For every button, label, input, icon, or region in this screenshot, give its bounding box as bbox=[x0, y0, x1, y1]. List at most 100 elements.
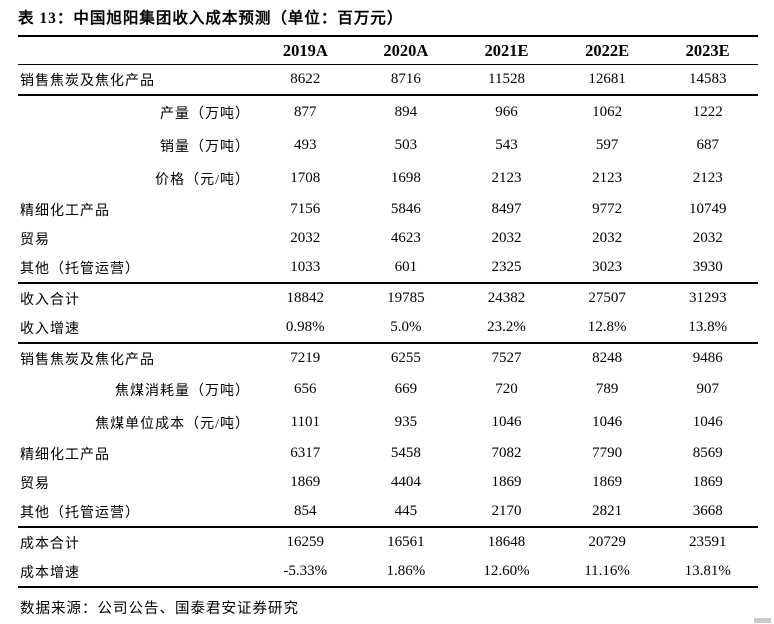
cell-value: 12.8% bbox=[587, 319, 627, 335]
cell-value: 935 bbox=[394, 414, 418, 430]
cell-value: 0.98% bbox=[285, 319, 325, 335]
cell-value: 31293 bbox=[657, 282, 758, 313]
table-row: 焦煤消耗量（万吨） 656 669 720 789 907 bbox=[18, 373, 758, 406]
cell-value: 543 bbox=[495, 137, 518, 153]
cell-value: 2032 bbox=[692, 230, 723, 246]
row-label: 精细化工产品 bbox=[20, 203, 110, 219]
cell-value: 503 bbox=[394, 137, 418, 153]
cell-value: 720 bbox=[495, 381, 518, 397]
row-label: 其他（托管运营） bbox=[20, 505, 140, 521]
row-label: 销售焦炭及焦化产品 bbox=[18, 64, 255, 96]
cell-value: 23591 bbox=[657, 526, 758, 557]
cell-value: 2325 bbox=[491, 259, 522, 275]
corner-artifact bbox=[754, 618, 771, 623]
cell-value: 2123 bbox=[592, 170, 623, 186]
cell-value: 18648 bbox=[456, 526, 557, 557]
table-row: 收入合计 18842 19785 24382 27507 31293 bbox=[18, 282, 758, 313]
cell-value: 14583 bbox=[657, 64, 758, 96]
cell-value: 1708 bbox=[290, 170, 321, 186]
cell-value: 6317 bbox=[290, 445, 321, 461]
cell-value: 7156 bbox=[290, 201, 321, 217]
cell-value: 11528 bbox=[456, 64, 557, 96]
table-row: 收入增速 0.98% 5.0% 23.2% 12.8% 13.8% bbox=[18, 313, 758, 343]
cell-value: 3930 bbox=[692, 259, 723, 275]
cell-value: 1046 bbox=[692, 414, 723, 430]
cell-value: 2032 bbox=[592, 230, 623, 246]
table-row: 贸易 2032 4623 2032 2032 2032 bbox=[18, 224, 758, 253]
row-label: 销量（万吨） bbox=[160, 139, 250, 155]
cell-value: 1033 bbox=[290, 259, 321, 275]
cell-value: 7082 bbox=[491, 445, 522, 461]
cell-value: 966 bbox=[495, 104, 518, 120]
cell-value: 24382 bbox=[456, 282, 557, 313]
cell-value: 2123 bbox=[692, 170, 723, 186]
cell-value: 7219 bbox=[255, 342, 356, 373]
table-row: 产量（万吨） 877 894 966 1062 1222 bbox=[18, 95, 758, 129]
row-label: 成本合计 bbox=[18, 526, 255, 557]
cell-value: 5.0% bbox=[390, 319, 422, 335]
cell-value: 1869 bbox=[290, 474, 321, 490]
cell-value: 669 bbox=[394, 381, 418, 397]
row-label: 贸易 bbox=[20, 476, 50, 492]
cell-value: 907 bbox=[696, 381, 719, 397]
column-header-2023e: 2023E bbox=[657, 36, 758, 65]
cell-value: 687 bbox=[696, 137, 719, 153]
cell-value: 445 bbox=[394, 503, 418, 519]
table-row: 销量（万吨） 493 503 543 597 687 bbox=[18, 129, 758, 162]
data-source-note: 数据来源：公司公告、国泰君安证券研究 bbox=[20, 601, 299, 617]
cell-value: 4404 bbox=[390, 474, 421, 490]
column-header-2021e: 2021E bbox=[456, 36, 557, 65]
column-header-2019a: 2019A bbox=[255, 36, 356, 65]
cell-value: 13.8% bbox=[688, 319, 728, 335]
table-row: 价格（元/吨） 1708 1698 2123 2123 2123 bbox=[18, 162, 758, 195]
cell-value: 16561 bbox=[355, 526, 457, 557]
cell-value: 1222 bbox=[692, 104, 723, 120]
cell-value: 10749 bbox=[688, 201, 727, 217]
cell-value: 2170 bbox=[491, 503, 522, 519]
row-label: 焦煤消耗量（万吨） bbox=[115, 383, 250, 399]
cell-value: 493 bbox=[294, 137, 317, 153]
table-title: 表 13：中国旭阳集团收入成本预测（单位：百万元） bbox=[18, 10, 404, 27]
cell-value: 8622 bbox=[255, 64, 356, 96]
row-label: 价格（元/吨） bbox=[155, 172, 250, 188]
cell-value: 12681 bbox=[556, 64, 658, 96]
table-row: 其他（托管运营） 854 445 2170 2821 3668 bbox=[18, 497, 758, 527]
cell-value: 4623 bbox=[390, 230, 421, 246]
table-body: 销售焦炭及焦化产品 8622 8716 11528 12681 14583 产量（万吨） 87… bbox=[18, 64, 758, 588]
cell-value: 2032 bbox=[491, 230, 522, 246]
cell-value: 1046 bbox=[592, 414, 623, 430]
cell-value: 877 bbox=[294, 104, 317, 120]
cell-value: 6255 bbox=[355, 342, 457, 373]
cell-value: 1698 bbox=[390, 170, 421, 186]
cell-value: 13.81% bbox=[684, 563, 731, 579]
cell-value: 8497 bbox=[491, 201, 522, 217]
cell-value: 1869 bbox=[692, 474, 723, 490]
cell-value: 1869 bbox=[592, 474, 623, 490]
row-label: 精细化工产品 bbox=[20, 447, 110, 463]
header-row: 2019A 2020A 2021E 2022E 2023E bbox=[18, 36, 758, 65]
row-label: 贸易 bbox=[20, 232, 50, 248]
cell-value: 16259 bbox=[255, 526, 356, 557]
cell-value: 601 bbox=[394, 259, 418, 275]
cell-value: 27507 bbox=[556, 282, 658, 313]
row-label: 产量（万吨） bbox=[160, 106, 250, 122]
cell-value: 5846 bbox=[390, 201, 421, 217]
cell-value: 8248 bbox=[556, 342, 658, 373]
table-row: 销售焦炭及焦化产品 8622 8716 11528 12681 14583 bbox=[18, 64, 758, 96]
cell-value: 1101 bbox=[290, 414, 321, 430]
column-header-2022e: 2022E bbox=[556, 36, 658, 65]
row-label: 销售焦炭及焦化产品 bbox=[18, 342, 255, 373]
cell-value: 854 bbox=[294, 503, 317, 519]
cell-value: 3023 bbox=[592, 259, 623, 275]
cell-value: 20729 bbox=[556, 526, 658, 557]
table-row: 销售焦炭及焦化产品 7219 6255 7527 8248 9486 bbox=[18, 342, 758, 373]
cell-value: 5458 bbox=[390, 445, 421, 461]
cell-value: 11.16% bbox=[584, 563, 630, 579]
column-header-2020a: 2020A bbox=[355, 36, 457, 65]
cell-value: 1.86% bbox=[386, 563, 426, 579]
cell-value: -5.33% bbox=[283, 563, 328, 579]
cell-value: 8716 bbox=[355, 64, 457, 96]
cell-value: 7790 bbox=[592, 445, 623, 461]
cell-value: 1062 bbox=[592, 104, 623, 120]
cell-value: 2123 bbox=[491, 170, 522, 186]
